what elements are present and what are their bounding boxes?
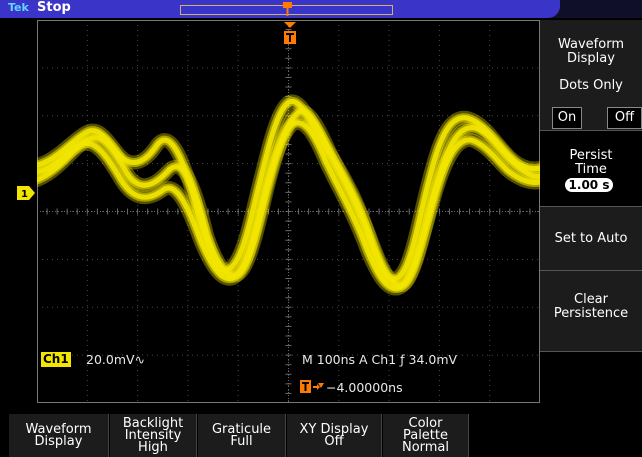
side-button-dots-only[interactable]: Waveform Display Dots Only On Off <box>540 20 642 131</box>
bottom-menu: Waveform Display Backlight Intensity Hig… <box>0 403 642 457</box>
persist-time-value[interactable]: 1.00 s <box>565 178 613 192</box>
ch1-ground-marker[interactable]: 1 <box>17 186 35 200</box>
status-bar: Tek Stop <box>0 0 642 18</box>
ch1-scale-readout: 20.0mV∿ <box>86 352 146 367</box>
dots-on-toggle[interactable]: On <box>552 107 582 129</box>
set-to-auto-label: Set to Auto <box>554 231 628 246</box>
side-button-set-to-auto[interactable]: Set to Auto <box>540 207 642 271</box>
waveform-persistence-band <box>37 120 540 291</box>
waveform-persistence-band <box>37 109 540 288</box>
bottom-button-graticule[interactable]: Graticule Full <box>198 414 286 457</box>
side-menu: Waveform Display Dots Only On Off Persis… <box>540 20 642 403</box>
side-button-clear-persistence[interactable]: Clear Persistence <box>540 271 642 352</box>
status-bar-highlight <box>0 0 560 18</box>
side-menu-title: Waveform Display <box>558 37 624 66</box>
trigger-position-icon <box>283 2 292 16</box>
bottom-button-xy-display[interactable]: XY Display Off <box>287 414 382 457</box>
graticule <box>37 20 540 403</box>
waveform-trace <box>37 94 540 296</box>
waveform-persistence-band <box>37 98 540 282</box>
svg-text:1: 1 <box>21 189 28 200</box>
bottom-button-color-palette[interactable]: Color Palette Normal <box>383 414 469 457</box>
bottom-button-backlight-intensity[interactable]: Backlight Intensity High <box>110 414 197 457</box>
dots-off-toggle[interactable]: Off <box>607 107 642 129</box>
clear-persistence-label: Clear Persistence <box>553 292 629 321</box>
trigger-point-marker[interactable] <box>280 20 300 46</box>
waveform-screen <box>37 20 540 403</box>
trigger-offset-icon <box>300 380 324 393</box>
dots-only-label: Dots Only <box>559 78 623 93</box>
tek-logo: Tek <box>8 1 29 14</box>
run-status: Stop <box>37 0 71 15</box>
timebase-trigger-readout: M 100ns A Ch1 ƒ 34.0mV <box>302 352 458 367</box>
ch1-label: Ch1 <box>41 352 71 367</box>
side-button-empty <box>540 352 642 403</box>
trigger-offset-readout: −4.00000ns <box>326 380 403 395</box>
persist-time-label: Persist Time <box>569 148 613 177</box>
graticule-border <box>37 20 540 403</box>
bottom-button-waveform-display[interactable]: Waveform Display <box>9 414 109 457</box>
side-button-persist-time[interactable]: Persist Time 1.00 s <box>540 131 642 207</box>
